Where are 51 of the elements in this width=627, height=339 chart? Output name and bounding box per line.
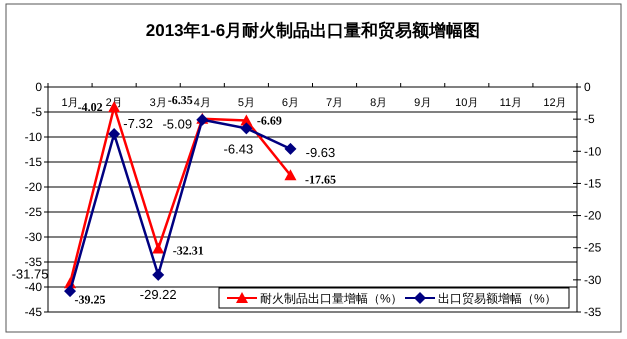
- y2-tick-label: -10: [584, 144, 602, 158]
- y-tick-label: -35: [24, 255, 42, 269]
- data-label: -17.65: [304, 172, 336, 186]
- y-tick-label: 0: [35, 80, 42, 94]
- x-tick-label: 5月: [238, 97, 255, 109]
- y2-tick-label: -25: [584, 240, 602, 255]
- data-label: -39.25: [74, 292, 106, 306]
- data-label: -4.02: [78, 100, 103, 114]
- legend-label: 出口贸易额增幅（%）: [438, 292, 557, 306]
- y-tick-label: -5: [31, 105, 42, 119]
- point: [284, 169, 296, 180]
- data-label: -6.35: [168, 92, 193, 107]
- x-tick-label: 10月: [455, 97, 478, 109]
- data-label: -32.31: [172, 244, 204, 258]
- x-tick-label: 3月: [150, 97, 167, 109]
- x-tick-label: 1月: [61, 97, 79, 109]
- point: [108, 128, 120, 140]
- y2-tick-label: -5: [584, 112, 595, 126]
- y-tick-label: -15: [24, 155, 42, 169]
- y2-tick-label: -20: [584, 208, 602, 223]
- y-tick-label: -25: [24, 205, 42, 219]
- point: [152, 242, 164, 254]
- x-tick-label: 7月: [326, 97, 344, 109]
- y-tick-label: -45: [24, 305, 42, 319]
- y-tick-label: -40: [24, 280, 42, 294]
- chart-title: 2013年1-6月耐火制品出口量和贸易额增幅图: [146, 21, 480, 40]
- data-label: -6.43: [224, 141, 254, 156]
- y2-tick-label: -30: [584, 272, 602, 287]
- point: [240, 122, 252, 134]
- y2-tick-label: -15: [584, 176, 602, 190]
- data-label: -5.09: [162, 116, 192, 132]
- data-label: -29.22: [140, 286, 177, 302]
- data-label: -31.75: [12, 266, 48, 282]
- x-tick-label: 8月: [370, 97, 388, 109]
- x-tick-label: 11月: [500, 97, 522, 109]
- data-label: -6.69: [256, 113, 282, 128]
- point: [284, 142, 296, 155]
- data-label: -9.63: [306, 144, 336, 160]
- y-tick-label: -30: [24, 230, 42, 244]
- legend-label: 耐火制品出口量增幅（%）: [260, 292, 403, 306]
- x-tick-label: 9月: [414, 97, 432, 109]
- y2-tick-label: 0: [584, 80, 591, 94]
- y2-tick-label: -35: [584, 305, 602, 319]
- point: [64, 285, 76, 298]
- x-tick-label: 6月: [282, 97, 300, 109]
- y-tick-label: -20: [24, 180, 42, 194]
- data-label: -7.32: [123, 116, 153, 132]
- y-tick-label: -10: [24, 130, 42, 144]
- x-tick-label: 4月: [194, 97, 211, 109]
- point: [152, 268, 164, 281]
- x-tick-label: 12月: [543, 97, 567, 109]
